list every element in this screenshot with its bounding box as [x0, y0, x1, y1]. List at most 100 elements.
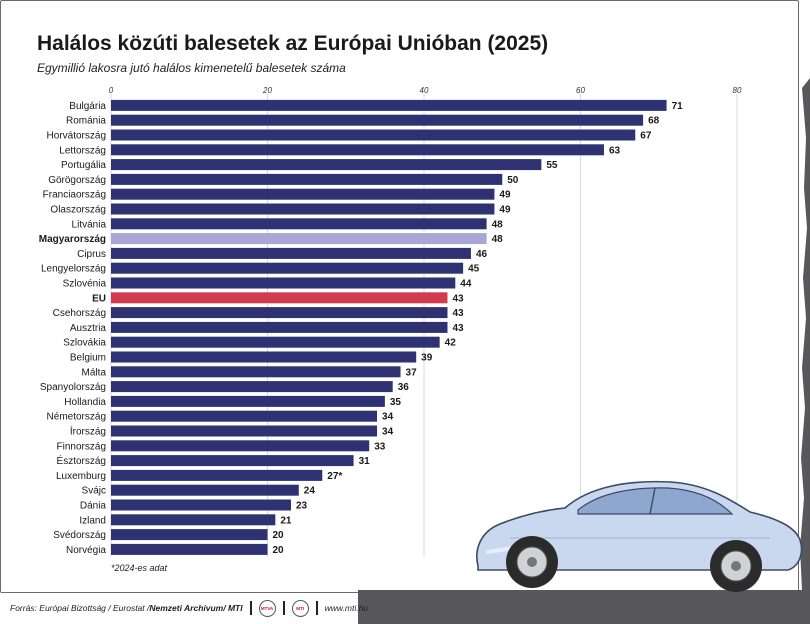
bar: [111, 499, 291, 511]
category-label: Magyarország: [39, 234, 106, 245]
bar: [111, 336, 440, 348]
category-label: Svájc: [82, 486, 106, 497]
mti-text: / MTI: [223, 603, 243, 613]
mti-logo-icon: MTI: [291, 599, 309, 617]
value-label: 36: [398, 382, 410, 393]
bar-chart: 0 20 40 60 80 Bulgária 71 Románia 68 Horvátország…: [39, 86, 742, 557]
category-label: Olaszország: [50, 205, 106, 216]
bar: [111, 292, 448, 304]
bar: [111, 307, 448, 319]
footer-divider: [249, 601, 252, 615]
value-label: 35: [390, 397, 402, 408]
category-label: Hollandia: [64, 397, 106, 408]
value-label: 49: [499, 190, 511, 201]
value-label: 23: [296, 501, 308, 512]
value-label: 43: [452, 323, 464, 334]
website-link[interactable]: www.mti.hu: [324, 603, 369, 613]
category-label: Görögország: [48, 175, 106, 186]
bar: [111, 144, 604, 156]
category-label: Ausztria: [70, 323, 107, 334]
category-label: Lettország: [59, 145, 106, 156]
bar: [111, 173, 503, 185]
bar: [111, 114, 644, 126]
category-label: Luxemburg: [56, 471, 106, 482]
value-label: 21: [280, 515, 292, 526]
category-label: Málta: [82, 367, 107, 378]
category-label: Belgium: [70, 353, 106, 364]
road-barrier-graphic: [800, 78, 810, 590]
category-label: Litvánia: [72, 219, 107, 230]
bar: [111, 366, 401, 378]
value-label: 46: [476, 249, 488, 260]
value-label: 20: [273, 545, 285, 556]
car-illustration: [476, 480, 803, 592]
chart-subtitle: Egymillió lakosra jutó halálos kimenetel…: [37, 61, 346, 75]
footer-divider: [282, 601, 285, 615]
value-label: 63: [609, 145, 621, 156]
category-label: Ciprus: [77, 249, 106, 260]
footnote: *2024-es adat: [111, 563, 168, 573]
chart-title: Halálos közúti balesetek az Európai Unió…: [37, 32, 549, 55]
category-label: Lengyelország: [41, 264, 106, 275]
bar: [111, 543, 268, 555]
value-label: 55: [546, 160, 558, 171]
category-label: Románia: [66, 116, 106, 127]
value-label: 34: [382, 412, 394, 423]
value-label: 48: [492, 219, 504, 230]
x-tick-label: 40: [420, 86, 429, 95]
value-label: 24: [304, 486, 316, 497]
x-tick-label: 20: [262, 86, 272, 95]
category-label: Szlovénia: [63, 279, 107, 290]
category-label: Horvátország: [47, 131, 106, 142]
bar: [111, 410, 378, 422]
bar: [111, 203, 495, 215]
category-label: Spanyolország: [40, 382, 106, 393]
road-graphic: [358, 590, 810, 624]
archive-text: Nemzeti Archivum: [149, 603, 224, 613]
value-label: 45: [468, 264, 480, 275]
value-label: 43: [452, 293, 464, 304]
bar: [111, 381, 393, 393]
bar: [111, 455, 354, 467]
value-label: 48: [492, 234, 504, 245]
bar: [111, 188, 495, 200]
value-label: 42: [445, 338, 457, 349]
value-label: 68: [648, 116, 660, 127]
bar: [111, 99, 667, 111]
category-label: Portugália: [61, 160, 106, 171]
source-footer: Forrás: Európai Bizottság / Eurostat / N…: [10, 599, 368, 617]
bar: [111, 514, 276, 526]
bar: [111, 484, 299, 496]
bar: [111, 277, 456, 289]
category-label: Németország: [47, 412, 106, 423]
bar: [111, 395, 385, 407]
category-label: Bulgária: [69, 101, 106, 112]
value-label: 43: [452, 308, 464, 319]
value-label: 27*: [327, 471, 342, 482]
bar: [111, 469, 323, 481]
value-label: 34: [382, 427, 394, 438]
category-label: Finnország: [57, 441, 106, 452]
x-tick-label: 60: [576, 86, 585, 95]
value-label: 67: [640, 131, 652, 142]
category-label: Csehország: [53, 308, 106, 319]
mtva-logo-icon: MTVA: [258, 599, 276, 617]
bar: [111, 247, 471, 259]
value-label: 50: [507, 175, 519, 186]
value-label: 49: [499, 205, 511, 216]
value-label: 71: [672, 101, 684, 112]
x-tick-label: 80: [733, 86, 742, 95]
category-label: Norvégia: [66, 545, 106, 556]
bar: [111, 262, 464, 274]
value-label: 39: [421, 353, 433, 364]
x-tick-label: 0: [109, 86, 114, 95]
category-label: Svédország: [53, 530, 106, 541]
source-text: Forrás: Európai Bizottság / Eurostat /: [10, 603, 150, 613]
category-label: Franciaország: [43, 190, 106, 201]
category-label: Izland: [79, 515, 106, 526]
bar: [111, 529, 268, 541]
value-label: 33: [374, 441, 386, 452]
bar: [111, 159, 542, 171]
category-label: Írország: [70, 425, 106, 438]
category-label: EU: [92, 293, 106, 304]
